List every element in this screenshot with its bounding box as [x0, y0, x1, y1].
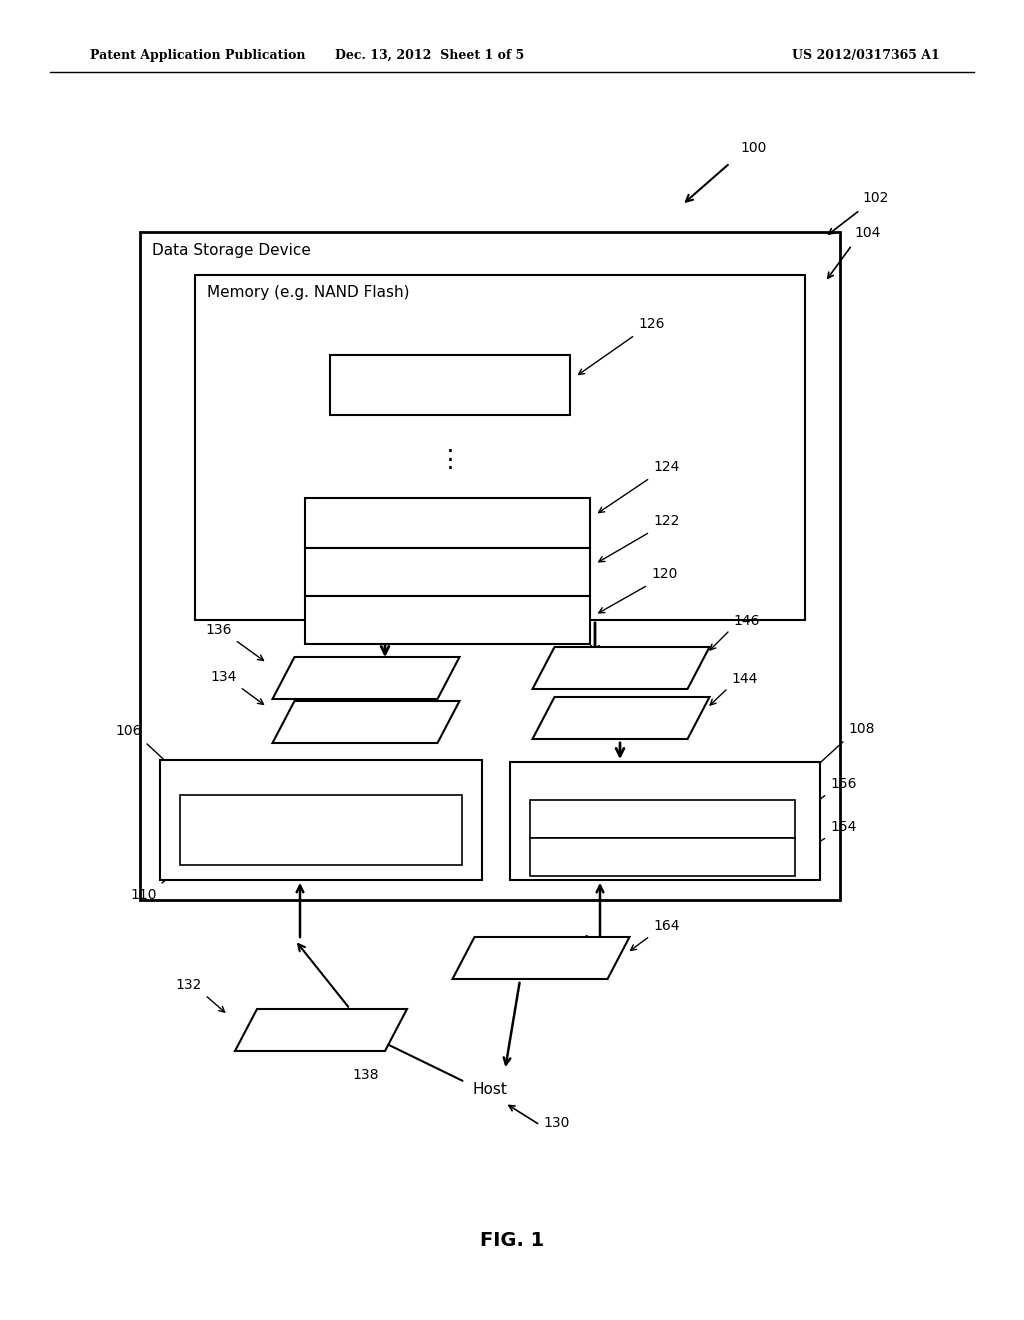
- Bar: [140, 232, 840, 900]
- Polygon shape: [532, 647, 710, 689]
- Text: 122: 122: [653, 513, 679, 528]
- Text: Data 0: Data 0: [422, 612, 473, 627]
- Text: Data 1: Data 1: [638, 850, 687, 865]
- Text: 102: 102: [862, 191, 889, 205]
- Text: Data 2: Data 2: [638, 812, 687, 826]
- Bar: [305, 597, 590, 644]
- Text: Dec. 13, 2012  Sheet 1 of 5: Dec. 13, 2012 Sheet 1 of 5: [336, 49, 524, 62]
- Text: Indicator of Cached Data: Indicator of Cached Data: [229, 822, 413, 837]
- Text: Data 1: Data 1: [422, 565, 473, 579]
- Bar: [510, 762, 820, 880]
- Text: 110: 110: [130, 888, 157, 902]
- Text: 100: 100: [740, 141, 766, 154]
- Bar: [160, 760, 482, 880]
- Text: Patent Application Publication: Patent Application Publication: [90, 49, 305, 62]
- Text: 108: 108: [848, 722, 874, 737]
- Text: 124: 124: [653, 459, 679, 474]
- Text: 146: 146: [733, 614, 760, 628]
- Bar: [195, 275, 805, 620]
- Text: Host: Host: [472, 1082, 508, 1097]
- Bar: [305, 498, 590, 548]
- Bar: [530, 800, 795, 838]
- Text: Retrieve D1: Retrieve D1: [325, 671, 407, 685]
- Text: 164: 164: [653, 919, 680, 933]
- Polygon shape: [272, 701, 460, 743]
- Polygon shape: [272, 657, 460, 700]
- Text: 120: 120: [651, 568, 677, 581]
- Text: Data 1: Data 1: [598, 711, 644, 725]
- Text: US 2012/0317365 A1: US 2012/0317365 A1: [793, 49, 940, 62]
- Text: Data N: Data N: [424, 378, 476, 392]
- Polygon shape: [234, 1008, 407, 1051]
- Text: FIG. 1: FIG. 1: [480, 1230, 544, 1250]
- Text: Read I1: Read I1: [295, 1023, 347, 1038]
- Bar: [330, 355, 570, 414]
- Text: 132: 132: [176, 978, 202, 993]
- Text: Data 2: Data 2: [598, 661, 644, 675]
- Text: 154: 154: [830, 820, 856, 834]
- Text: 130: 130: [543, 1115, 569, 1130]
- Text: Retrieve D2: Retrieve D2: [326, 715, 407, 729]
- Text: 138: 138: [352, 1068, 379, 1082]
- Text: Data 1: Data 1: [517, 950, 564, 965]
- Text: 136: 136: [206, 623, 232, 638]
- Bar: [305, 548, 590, 597]
- Text: ⋮: ⋮: [437, 447, 463, 473]
- Text: 156: 156: [830, 777, 856, 791]
- Text: Data Storage Device: Data Storage Device: [152, 243, 311, 257]
- Polygon shape: [532, 697, 710, 739]
- Text: Memory (e.g. NAND Flash): Memory (e.g. NAND Flash): [207, 285, 410, 301]
- Text: 104: 104: [854, 226, 881, 240]
- Text: Data 2: Data 2: [422, 516, 473, 531]
- Text: 134: 134: [211, 671, 237, 684]
- Text: Buffer (e.g. RAM): Buffer (e.g. RAM): [600, 772, 730, 788]
- Text: Controller: Controller: [284, 771, 358, 785]
- Text: 144: 144: [731, 672, 758, 686]
- Bar: [530, 838, 795, 876]
- Text: 106: 106: [116, 723, 142, 738]
- Text: 126: 126: [638, 317, 665, 331]
- Polygon shape: [453, 937, 630, 979]
- Bar: [180, 795, 462, 865]
